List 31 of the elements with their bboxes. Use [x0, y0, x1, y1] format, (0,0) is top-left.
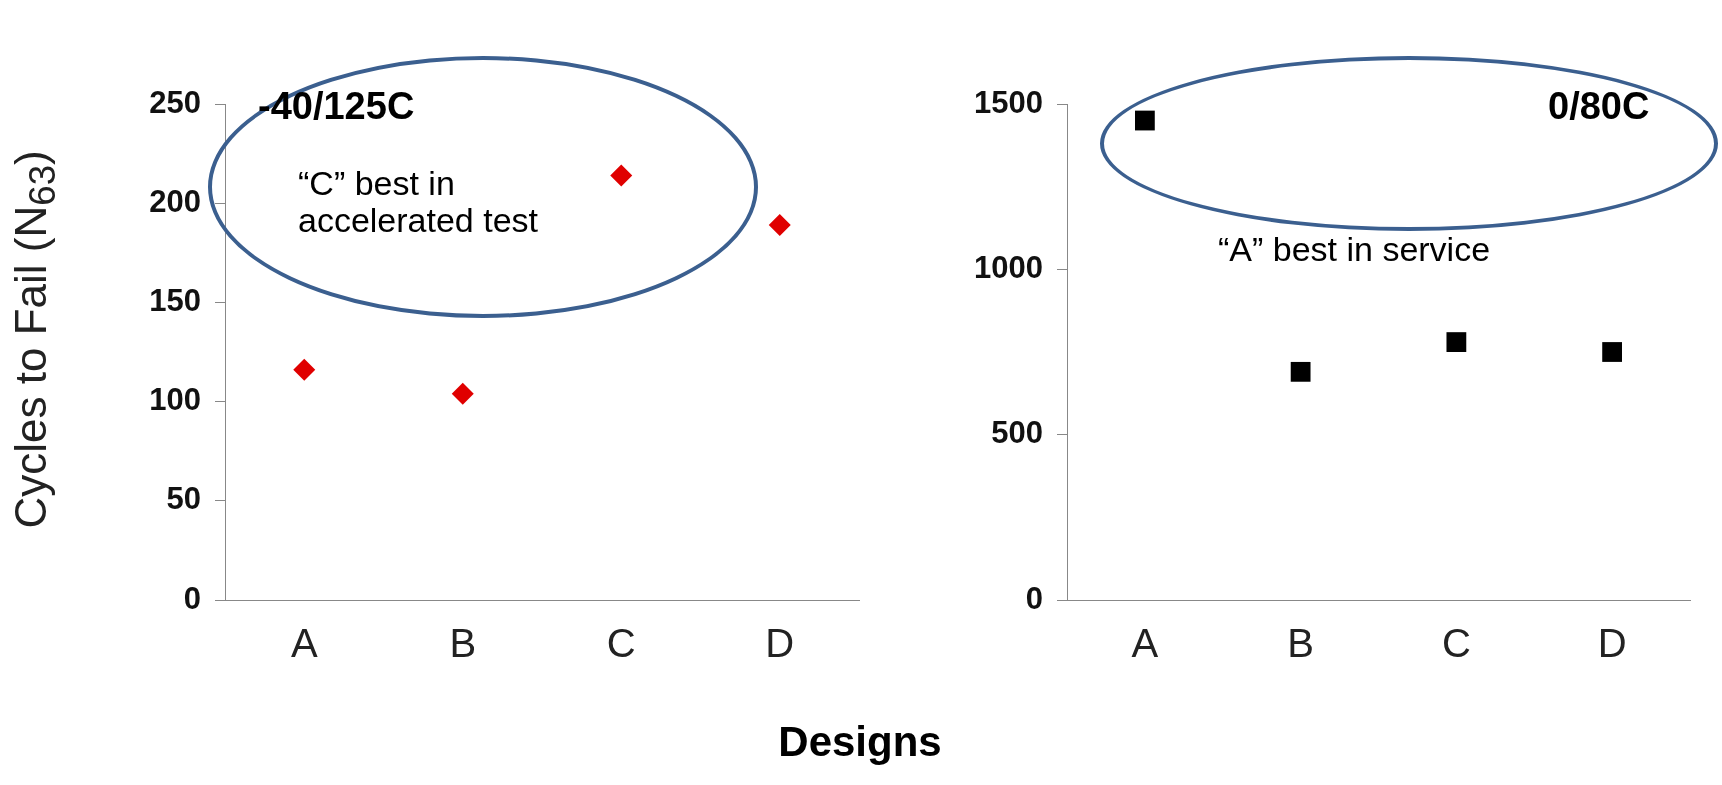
y-tick-label: 1000 — [974, 249, 1043, 285]
annotation: “C” best in accelerated test — [298, 164, 540, 240]
point — [1446, 332, 1467, 352]
y-tick-label: 250 — [149, 84, 201, 120]
y-tick-label: 150 — [149, 282, 201, 318]
x-tick-label: A — [1131, 621, 1159, 666]
y-tick-label: 100 — [149, 382, 201, 418]
point — [1290, 361, 1311, 382]
annotation: “A” best in service — [1218, 230, 1491, 269]
point — [451, 382, 474, 405]
point — [1602, 342, 1623, 362]
point — [610, 164, 633, 187]
x-tick-label: D — [1597, 621, 1627, 666]
x-tick-label: D — [765, 621, 795, 666]
annotation: -40/125C — [258, 85, 415, 128]
y-tick-label: 500 — [991, 415, 1043, 451]
x-tick-label: C — [1441, 621, 1471, 666]
x-axis-title: Designs — [777, 718, 943, 766]
y-tick-label: 0 — [183, 580, 201, 616]
x-tick-label: B — [449, 621, 477, 666]
y-tick-label: 50 — [166, 481, 201, 517]
x-tick-label: C — [606, 621, 636, 666]
x-tick-label: B — [1287, 621, 1314, 666]
point — [1134, 110, 1155, 131]
annotation: 0/80C — [1548, 85, 1650, 128]
y-tick-label: 200 — [149, 183, 201, 219]
y-tick-label: 0 — [1025, 580, 1043, 616]
point — [293, 358, 316, 381]
y-tick-label: 1500 — [974, 84, 1043, 120]
point — [768, 214, 791, 237]
x-tick-label: A — [290, 621, 318, 666]
